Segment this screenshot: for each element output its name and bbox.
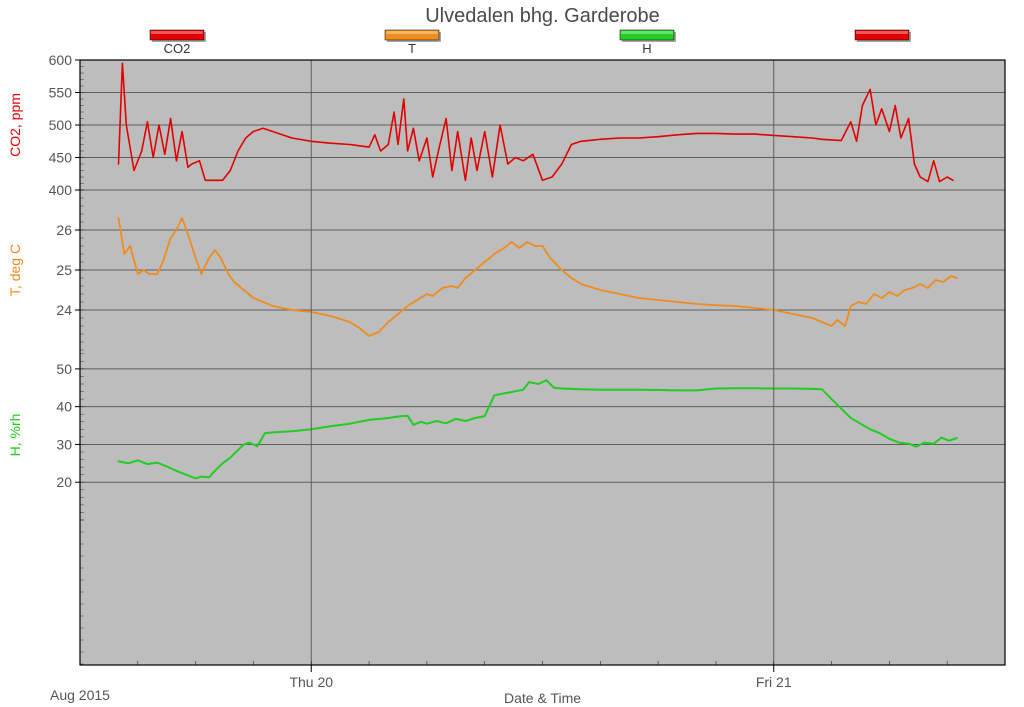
ytick-label: 26 [56, 222, 72, 238]
chart-container: Ulvedalen bhg. Garderobe CO2 T H 400 450 500 55… [0, 0, 1024, 707]
chart-svg: Ulvedalen bhg. Garderobe CO2 T H 400 450 500 55… [0, 0, 1024, 707]
ytick-label: 600 [49, 52, 73, 68]
y-axis-label-temp: T, deg C [7, 244, 23, 296]
plot-background [80, 60, 1005, 665]
chart-title: Ulvedalen bhg. Garderobe [425, 5, 660, 27]
y-axis-label-co2: CO2, ppm [7, 93, 23, 157]
legend-item-0: CO2 [150, 30, 206, 56]
ytick-label: 25 [56, 262, 72, 278]
legend-item-3 [855, 30, 911, 42]
legend-label: H [642, 41, 651, 56]
xtick-label: Thu 20 [289, 674, 333, 690]
x-axis-left-label: Aug 2015 [50, 687, 110, 703]
ytick-label: 450 [49, 150, 73, 166]
legend-item-1: T [385, 30, 441, 56]
y-axis-label-hum: H, %rh [7, 414, 23, 457]
ytick-label: 500 [49, 117, 73, 133]
ytick-label: 24 [56, 302, 72, 318]
ytick-label: 550 [49, 85, 73, 101]
ytick-label: 50 [56, 361, 72, 377]
ytick-label: 400 [49, 182, 73, 198]
legend-label: T [408, 41, 416, 56]
x-axis-label: Date & Time [504, 690, 581, 706]
legend-label: CO2 [164, 41, 191, 56]
legend-item-2: H [620, 30, 676, 56]
ytick-label: 20 [56, 474, 72, 490]
ytick-label: 40 [56, 399, 72, 415]
xtick-label: Fri 21 [756, 674, 792, 690]
ytick-label: 30 [56, 436, 72, 452]
